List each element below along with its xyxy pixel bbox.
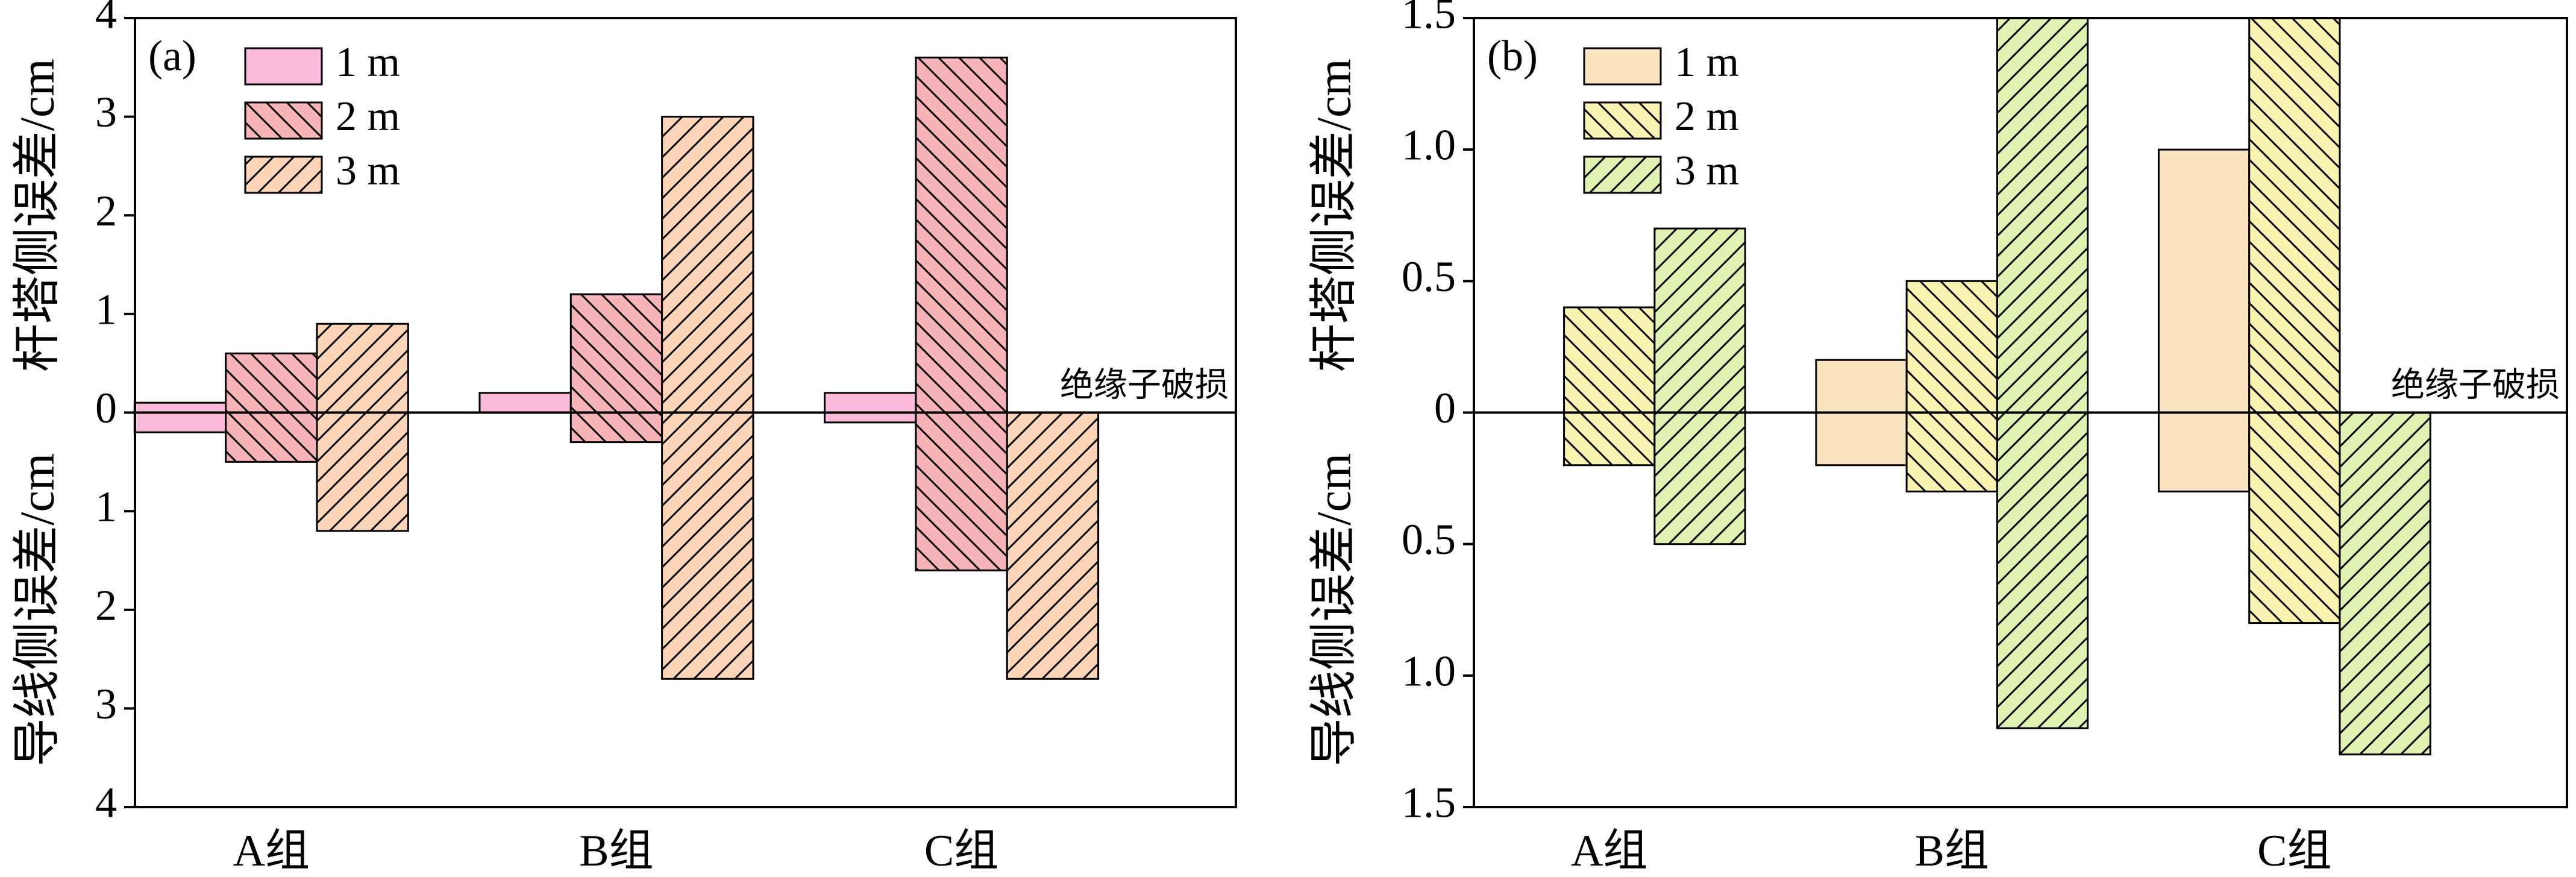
y-axis-label: 杆塔侧误差/cm [11,58,64,372]
legend-swatch [244,156,323,194]
y-tick-label: 3 [95,88,117,136]
y-tick-label: 1 [95,483,117,531]
bar [1563,412,1656,467]
bar [1996,412,2089,729]
y-tick-label: 2 [95,187,117,235]
x-tick-label: A组 [1571,826,1647,876]
legend-swatch [1583,101,1662,140]
bar [316,412,409,532]
bar [1006,412,1100,680]
legend-label: 3 m [1675,148,1739,194]
annotation: 绝缘子破损 [1060,366,1229,404]
bar [1815,412,1908,467]
bar [661,116,754,413]
bar [2339,412,2431,756]
legend-swatch [244,47,323,86]
legend-label: 2 m [336,93,400,140]
x-tick-label: C组 [2257,826,2331,876]
bar [1815,359,1908,414]
y-tick-label: 4 [95,779,117,827]
bar [569,412,663,444]
bar [225,352,318,414]
y-tick-label: 1.0 [1402,647,1456,695]
y-tick-label: 0 [95,384,117,432]
bar [569,293,663,413]
y-tick-label: 1.5 [1402,779,1456,827]
y-tick-label: 1.5 [1402,0,1456,38]
y-tick-label: 0 [1434,384,1456,432]
legend-label: 3 m [336,148,400,194]
legend-label: 1 m [336,39,400,86]
bar [316,322,409,413]
panel-label: (b) [1487,32,1538,80]
bar [824,392,917,414]
y-tick-label: 0.5 [1402,515,1456,564]
y-axis-label: 导线侧误差/cm [1308,453,1361,767]
y-tick-label: 1 [95,285,117,333]
bar [661,412,754,680]
x-tick-label: A组 [233,826,310,876]
bar [1563,306,1656,414]
bar [1653,227,1746,413]
bar [225,412,318,463]
bar [2248,412,2341,624]
bar [1653,412,1746,545]
y-tick-label: 1.0 [1402,121,1456,169]
x-tick-label: B组 [579,826,653,876]
panel-label: (a) [148,32,196,80]
bar [2157,148,2251,414]
bar [2248,17,2341,413]
x-tick-label: B组 [1915,826,1989,876]
y-axis-label: 导线侧误差/cm [11,453,64,767]
y-tick-label: 3 [95,680,117,728]
bar [478,392,572,414]
bar [1905,280,1998,414]
bar [824,412,917,424]
legend-label: 2 m [1675,93,1739,140]
y-tick-label: 2 [95,581,117,629]
bar [133,412,227,433]
x-tick-label: C组 [924,826,998,876]
bar [1996,17,2089,413]
legend-swatch [1583,47,1662,86]
bar [915,56,1008,413]
legend-swatch [244,101,323,140]
bar [915,412,1008,571]
y-tick-label: 0.5 [1402,253,1456,301]
y-tick-label: 4 [95,0,117,38]
bar [133,401,227,414]
y-axis-label: 杆塔侧误差/cm [1308,58,1361,372]
annotation: 绝缘子破损 [2391,366,2560,404]
legend-label: 1 m [1675,39,1739,86]
bar [2157,412,2251,492]
bar [1905,412,1998,492]
legend-swatch [1583,156,1662,194]
